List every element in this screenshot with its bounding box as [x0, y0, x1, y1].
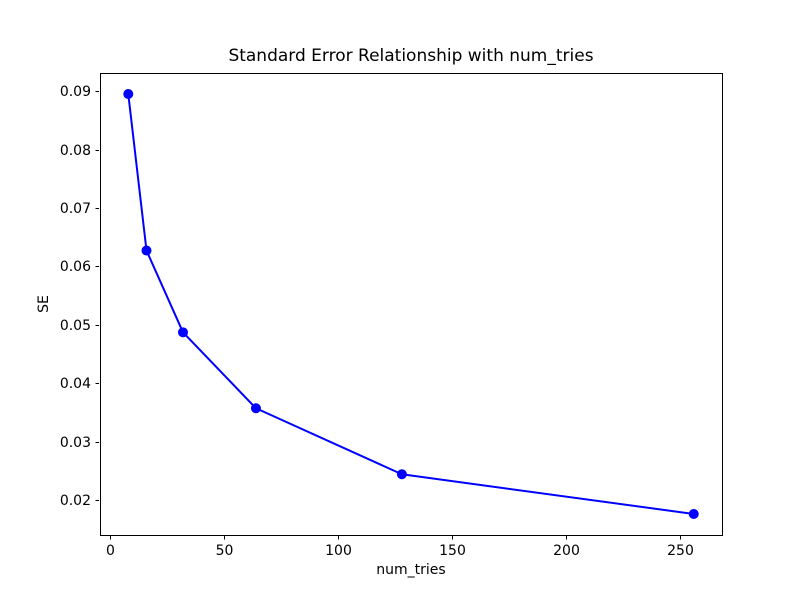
- se-line: [127, 93, 695, 515]
- x-tick-label: 250: [667, 543, 694, 559]
- x-tick-label: 50: [216, 543, 234, 559]
- data-point: [396, 469, 407, 480]
- y-tick-label: 0.09: [60, 84, 91, 100]
- x-axis-label: num_tries: [376, 562, 446, 578]
- y-tick-label: 0.07: [60, 201, 91, 217]
- data-point: [123, 89, 134, 100]
- y-tick-label: 0.08: [60, 143, 91, 159]
- y-tick-label: 0.02: [60, 493, 91, 509]
- axes-spines: [100, 73, 723, 536]
- y-axis-label: SE: [36, 295, 52, 313]
- chart-title: Standard Error Relationship with num_tri…: [228, 46, 594, 66]
- y-tick-label: 0.06: [60, 259, 91, 275]
- y-tick-label: 0.03: [60, 435, 91, 451]
- data-point: [141, 245, 152, 256]
- x-tick-label: 150: [439, 543, 466, 559]
- y-tick-label: 0.04: [60, 376, 91, 392]
- data-point: [177, 327, 188, 338]
- data-point: [250, 403, 261, 414]
- data-point: [688, 508, 699, 519]
- x-tick-label: 0: [106, 543, 115, 559]
- x-tick-label: 100: [325, 543, 352, 559]
- y-tick-label: 0.05: [60, 318, 91, 334]
- x-tick-label: 200: [553, 543, 580, 559]
